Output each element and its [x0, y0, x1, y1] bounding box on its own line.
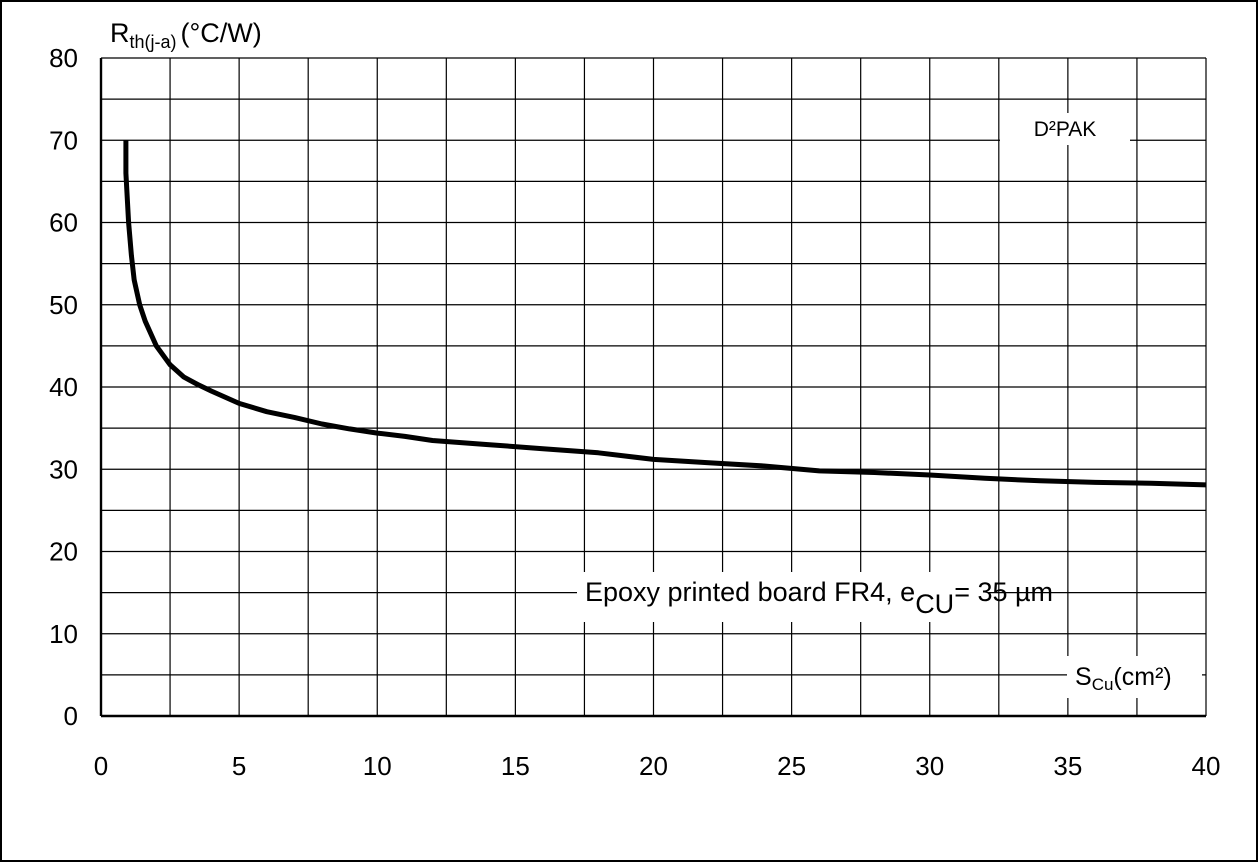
x-tick-label: 10: [363, 751, 392, 781]
y-tick-label: 20: [49, 537, 78, 567]
y-tick-label: 40: [49, 372, 78, 402]
y-tick-label: 50: [49, 290, 78, 320]
x-axis-title-sub: Cu: [1092, 675, 1114, 694]
package-label: D²PAK: [1034, 118, 1097, 141]
x-axis-title-unit: (cm²): [1113, 663, 1171, 691]
y-tick-label: 10: [49, 619, 78, 649]
y-tick-label: 80: [49, 43, 78, 73]
y-tick-label: 60: [49, 208, 78, 238]
x-axis-title: SCu(cm²): [1075, 663, 1172, 694]
x-tick-label: 0: [94, 751, 108, 781]
x-tick-label: 35: [1053, 751, 1082, 781]
x-axis-title-main: S: [1075, 663, 1092, 691]
x-tick-label: 30: [915, 751, 944, 781]
y-axis-title-unit: (°C/W): [181, 18, 262, 48]
x-tick-label: 40: [1192, 751, 1221, 781]
board-annotation-sub: CU: [915, 589, 954, 619]
y-tick-label: 30: [49, 454, 78, 484]
board-annotation-mask: [577, 572, 989, 622]
series-line-rth: [123, 140, 1207, 488]
x-tick-label: 20: [639, 751, 668, 781]
package-label-mask: [1000, 113, 1130, 145]
board-annotation-text: Epoxy printed board FR4, e: [585, 577, 915, 607]
x-tick-label: 15: [501, 751, 530, 781]
board-annotation: Epoxy printed board FR4, eCU= 35 µm: [585, 577, 1053, 619]
board-annotation-value: = 35 µm: [954, 577, 1053, 607]
axes: [99, 58, 1206, 718]
y-tick-label: 70: [49, 125, 78, 155]
y-axis-title-main: R: [110, 18, 130, 48]
y-tick-label: 0: [64, 701, 78, 731]
y-axis-title-sub: th(j-a): [130, 32, 177, 52]
tick-labels: 0 5 10 15 20 25 30 35 40 0 10 20 30 40 50 60 70 80: [49, 43, 1220, 781]
x-axis-title-mask: [1067, 656, 1202, 698]
y-axis-title: Rth(j-a) (°C/W): [110, 18, 262, 52]
x-tick-label: 25: [777, 751, 806, 781]
x-tick-label: 5: [232, 751, 246, 781]
